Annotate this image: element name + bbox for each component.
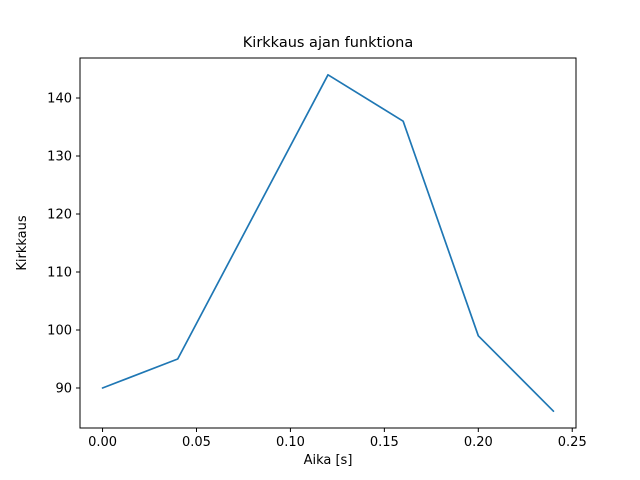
y-tick-label: 130 [47,150,72,165]
y-tick-label: 110 [47,265,72,280]
axes-frame [79,57,577,429]
x-tick-label: 0.00 [88,435,117,450]
y-tick-label: 90 [55,381,72,396]
plot-area: 0.00 0.05 0.10 0.15 0.20 0.25 90 100 110 120 130 14… [47,57,587,450]
x-axis-label: Aika [s] [304,453,353,468]
y-tick-label: 120 [47,208,72,223]
y-axis-label: Kirkkaus [15,215,30,271]
x-tick-label: 0.20 [464,435,493,450]
x-tick-label: 0.10 [276,435,305,450]
data-line-series [101,73,555,413]
x-tick-label: 0.25 [558,435,587,450]
x-tick-label: 0.15 [370,435,399,450]
y-tick-label: 140 [47,92,72,107]
y-tick-label: 100 [47,323,72,338]
chart-title: Kirkkaus ajan funktiona [243,35,413,51]
x-tick-label: 0.05 [182,435,211,450]
